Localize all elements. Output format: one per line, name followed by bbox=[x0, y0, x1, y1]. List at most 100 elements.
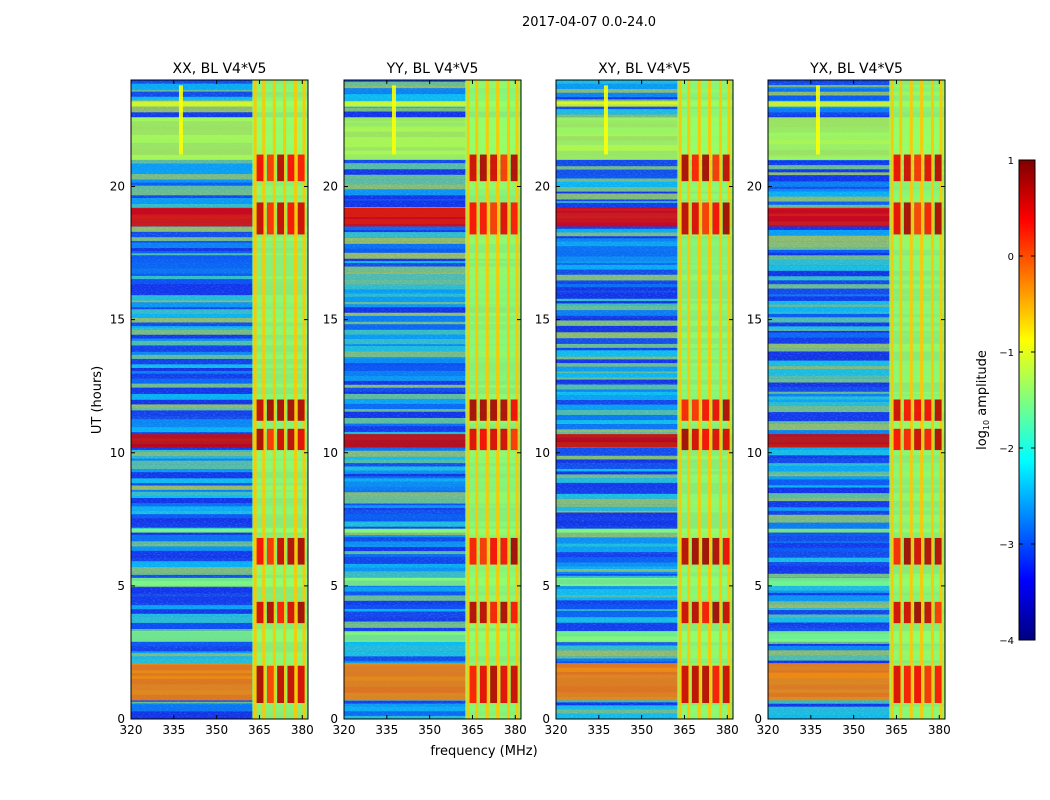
panel-title: XY, BL V4*V5 bbox=[598, 61, 691, 77]
time-band bbox=[556, 510, 733, 513]
time-band bbox=[768, 590, 945, 593]
time-band bbox=[556, 702, 733, 706]
time-band bbox=[556, 228, 733, 233]
time-band bbox=[131, 250, 308, 254]
time-band bbox=[556, 705, 733, 710]
time-band bbox=[131, 640, 308, 647]
time-band bbox=[131, 432, 308, 435]
time-band bbox=[344, 499, 521, 504]
time-band bbox=[131, 231, 308, 238]
time-band bbox=[768, 85, 945, 87]
time-band bbox=[131, 658, 308, 665]
time-band bbox=[556, 610, 733, 618]
time-band bbox=[768, 625, 945, 629]
time-band bbox=[768, 225, 945, 230]
time-band bbox=[556, 512, 733, 517]
time-band bbox=[768, 284, 945, 289]
time-band bbox=[344, 334, 521, 339]
time-band bbox=[344, 230, 521, 233]
time-band bbox=[344, 544, 521, 547]
time-band bbox=[556, 260, 733, 264]
time-band bbox=[556, 350, 733, 357]
time-band bbox=[768, 265, 945, 271]
time-band bbox=[556, 629, 733, 631]
time-band bbox=[131, 295, 308, 301]
rfi-band bbox=[131, 577, 308, 586]
time-band bbox=[344, 510, 521, 515]
time-band bbox=[556, 371, 733, 374]
time-band bbox=[131, 91, 308, 97]
time-band bbox=[344, 329, 521, 335]
time-band bbox=[344, 554, 521, 557]
time-band bbox=[344, 391, 521, 394]
time-band bbox=[131, 255, 308, 259]
time-band bbox=[556, 251, 733, 257]
time-band bbox=[131, 557, 308, 562]
x-tick-label: 335 bbox=[587, 723, 610, 737]
heatmap-image bbox=[344, 80, 521, 719]
time-band bbox=[131, 322, 308, 327]
time-band bbox=[768, 570, 945, 574]
time-band bbox=[556, 104, 733, 110]
time-band bbox=[556, 109, 733, 115]
time-band bbox=[344, 600, 521, 605]
time-band bbox=[768, 172, 945, 176]
time-band bbox=[131, 106, 308, 113]
time-band bbox=[768, 337, 945, 344]
time-band bbox=[131, 422, 308, 428]
x-tick-label: 320 bbox=[757, 723, 780, 737]
time-band bbox=[131, 345, 308, 349]
time-band bbox=[556, 315, 733, 318]
colorbar-ticks: 1 0 −1 −2 −3 −4 bbox=[999, 156, 1035, 647]
time-band bbox=[556, 274, 733, 281]
time-band bbox=[768, 369, 945, 376]
time-band bbox=[344, 344, 521, 346]
time-band bbox=[768, 519, 945, 523]
time-band bbox=[131, 416, 308, 420]
time-band bbox=[768, 536, 945, 542]
time-band bbox=[131, 309, 308, 315]
time-band bbox=[131, 478, 308, 484]
plot-frame bbox=[555, 79, 734, 720]
time-band bbox=[131, 283, 308, 290]
time-band bbox=[768, 82, 945, 86]
y-tick-label: 20 bbox=[747, 180, 762, 194]
time-band bbox=[556, 588, 733, 595]
time-band bbox=[131, 268, 308, 274]
time-band bbox=[131, 338, 308, 341]
rfi-channel-region bbox=[677, 80, 733, 719]
time-band bbox=[768, 557, 945, 563]
time-band bbox=[131, 593, 308, 597]
time-band bbox=[768, 522, 945, 529]
time-band bbox=[344, 591, 521, 596]
rfi-band bbox=[768, 577, 945, 586]
time-band bbox=[768, 584, 945, 591]
colorbar-label-prefix: log bbox=[975, 430, 990, 450]
time-band bbox=[344, 611, 521, 618]
time-band bbox=[131, 289, 308, 296]
time-band bbox=[768, 608, 945, 611]
time-band bbox=[556, 573, 733, 576]
time-band bbox=[131, 358, 308, 365]
x-tick-label: 380 bbox=[716, 723, 739, 737]
time-band bbox=[768, 188, 945, 192]
time-band bbox=[556, 656, 733, 659]
time-band bbox=[768, 465, 945, 472]
y-tick-label: 10 bbox=[747, 446, 762, 460]
time-band bbox=[556, 516, 733, 521]
time-band bbox=[131, 573, 308, 575]
time-band bbox=[556, 557, 733, 563]
time-band bbox=[768, 543, 945, 548]
time-band bbox=[344, 478, 521, 482]
time-band bbox=[344, 711, 521, 716]
time-band bbox=[344, 567, 521, 572]
time-band bbox=[768, 270, 945, 277]
time-band bbox=[131, 541, 308, 544]
time-band bbox=[344, 604, 521, 609]
time-band bbox=[131, 419, 308, 423]
time-band bbox=[344, 274, 521, 280]
time-band bbox=[344, 608, 521, 612]
time-band bbox=[131, 609, 308, 614]
time-band bbox=[131, 174, 308, 180]
